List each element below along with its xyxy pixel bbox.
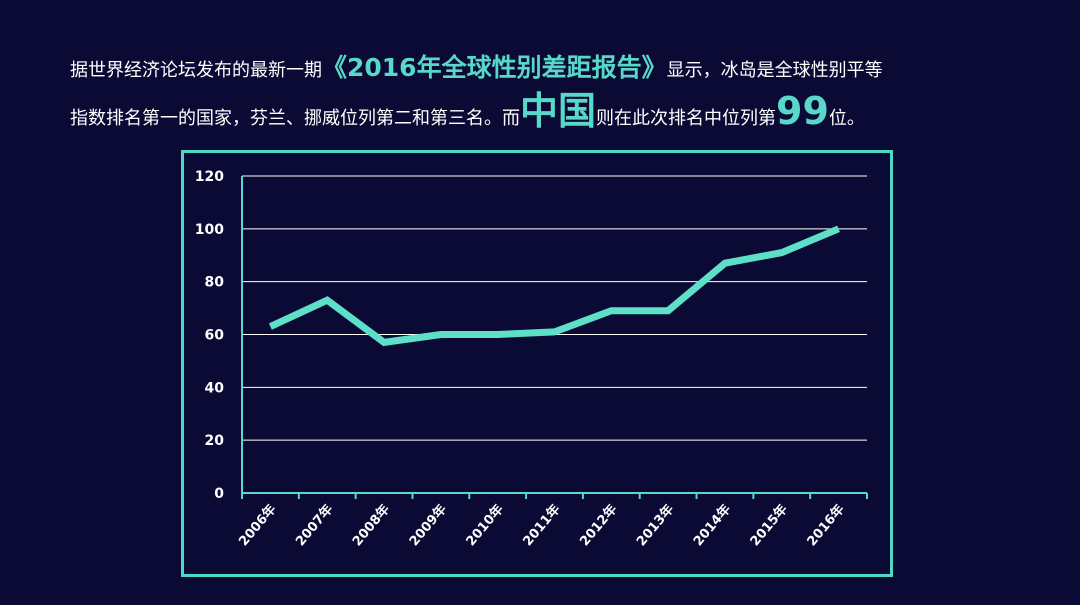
headline-part-4: 则在此次排名中位列第: [596, 108, 777, 129]
x-category-label: 2006年: [236, 501, 280, 549]
headline-part-1: 据世界经济论坛发布的最新一期: [70, 60, 322, 81]
report-title: 《2016年全球性别差距报告》: [322, 53, 667, 82]
y-tick-label: 80: [205, 275, 225, 291]
y-tick-label: 20: [205, 433, 225, 449]
x-category-label: 2009年: [406, 501, 450, 549]
x-category-label: 2008年: [349, 501, 393, 549]
y-tick-label: 0: [214, 486, 224, 502]
y-tick-label: 40: [205, 380, 225, 396]
y-tick-label: 60: [205, 328, 225, 344]
x-category-label: 2011年: [520, 501, 564, 549]
headline-line-1: 据世界经济论坛发布的最新一期《2016年全球性别差距报告》显示，冰岛是全球性别平…: [70, 48, 1060, 91]
x-category-label: 2014年: [690, 501, 734, 549]
x-category-label: 2015年: [747, 501, 791, 549]
headline-part-5: 位。: [828, 108, 865, 129]
x-category-label: 2010年: [463, 501, 507, 549]
y-tick-label: 100: [195, 222, 224, 238]
headline-text: 据世界经济论坛发布的最新一期《2016年全球性别差距报告》显示，冰岛是全球性别平…: [70, 48, 1060, 139]
y-tick-label: 120: [195, 169, 224, 185]
x-category-label: 2012年: [577, 501, 621, 549]
series-line: [268, 225, 840, 347]
headline-line-2: 指数排名第一的国家，芬兰、挪威位列第二和第三名。而中国则在此次排名中位列第99位…: [70, 91, 1060, 139]
x-category-label: 2016年: [804, 501, 848, 549]
headline-part-2: 显示，冰岛是全球性别平等: [666, 60, 883, 81]
rank-highlight: 99: [776, 89, 829, 133]
chart-frame: [181, 150, 893, 577]
x-category-label: 2013年: [633, 501, 677, 549]
country-highlight: 中国: [520, 89, 597, 133]
headline-part-3: 指数排名第一的国家，芬兰、挪威位列第二和第三名。而: [70, 108, 520, 129]
x-category-label: 2007年: [292, 501, 336, 549]
